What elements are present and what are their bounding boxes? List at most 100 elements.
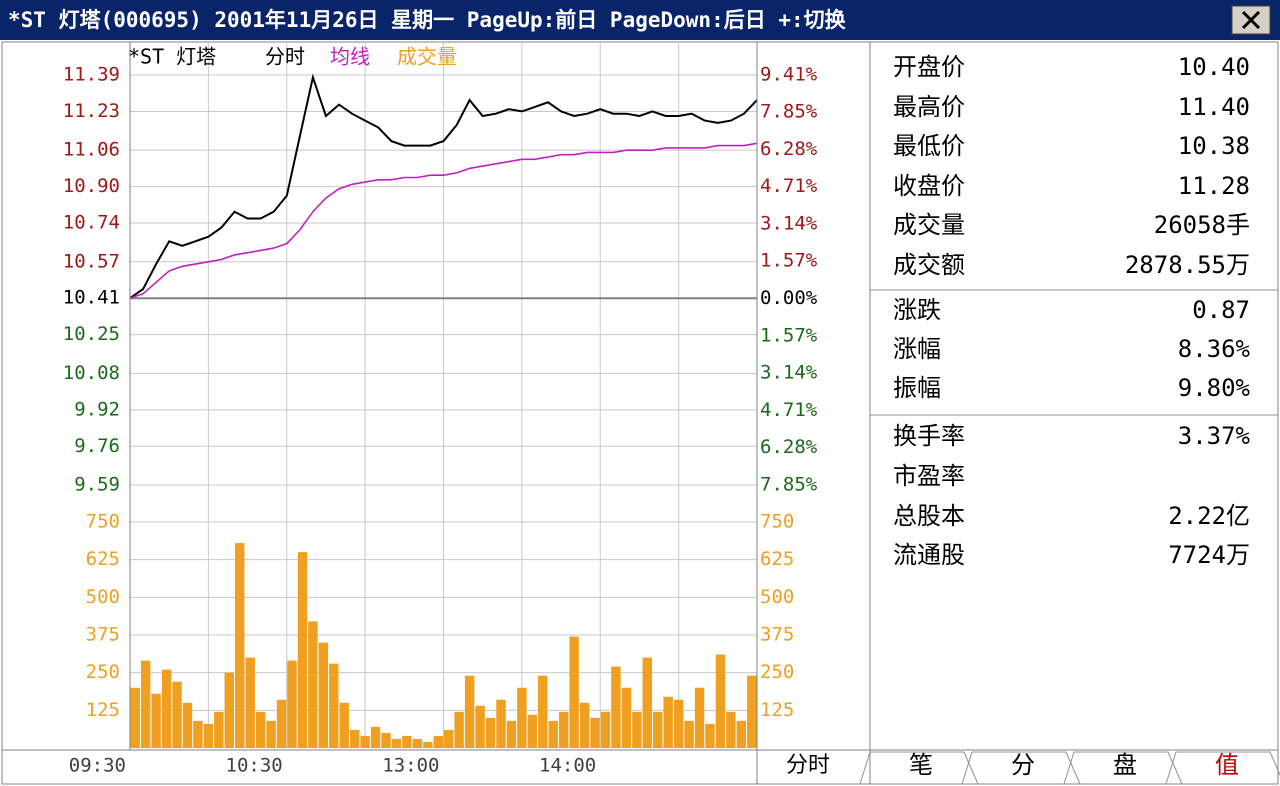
x-tick-label: 10:30 (226, 755, 283, 777)
volume-bar (475, 705, 485, 748)
volume-bar (747, 675, 757, 748)
y-tick-label: 10.08 (63, 362, 120, 384)
volume-bar (527, 714, 538, 748)
y-tick-label: 10.41 (63, 287, 120, 309)
y-tick-label: 500 (86, 586, 120, 608)
y2-tick-label: 250 (760, 661, 794, 683)
period-label: 分时 (786, 753, 830, 778)
y2-tick-label: 625 (760, 548, 794, 570)
volume-bar (182, 702, 193, 748)
volume-bar (172, 681, 182, 748)
volume-bar (360, 735, 370, 748)
close-button[interactable] (1231, 5, 1271, 35)
volume-bar (381, 732, 391, 748)
volume-bar (130, 687, 140, 748)
close-icon[interactable] (1241, 10, 1261, 30)
volume-bar (235, 543, 245, 748)
quote-value: 8.36% (1178, 335, 1251, 363)
volume-bar (214, 711, 224, 748)
volume-bar (673, 699, 684, 748)
y-tick-label: 750 (86, 511, 120, 533)
y2-tick-label: 6.28% (760, 138, 818, 160)
volume-bar (276, 699, 287, 748)
x-tick-label: 09:30 (69, 755, 126, 777)
volume-bar (287, 660, 297, 748)
y-tick-label: 375 (86, 624, 120, 646)
volume-bar (193, 720, 203, 748)
quote-label: 涨跌 (893, 296, 941, 324)
volume-bar (579, 702, 590, 748)
volume-bar (224, 672, 234, 748)
tab-shape[interactable] (859, 751, 979, 785)
volume-bar (329, 663, 339, 748)
price-line (129, 73, 758, 300)
volume-bar (412, 738, 423, 748)
volume-bar (245, 657, 255, 748)
volume-bar (203, 723, 214, 748)
volume-bar (433, 735, 443, 748)
volume-bar (736, 720, 747, 748)
y2-tick-label: 1.57% (760, 250, 818, 272)
y-tick-label: 10.57 (63, 250, 120, 272)
volume-bar (391, 738, 402, 748)
volume-bar (611, 666, 621, 748)
y2-tick-label: 9.41% (760, 64, 818, 86)
tab-label[interactable]: 盘 (1113, 751, 1137, 779)
quote-value: 11.40 (1178, 93, 1250, 121)
volume-bar (726, 711, 736, 748)
volume-bar (339, 702, 349, 748)
volume-bar (444, 729, 454, 748)
volume-bar (632, 711, 642, 748)
volume-bar (370, 726, 381, 748)
y-tick-label: 11.06 (63, 139, 120, 161)
volume-bar (684, 720, 694, 748)
y2-tick-label: 125 (760, 699, 794, 721)
volume-bar (255, 711, 266, 748)
y-tick-label: 10.74 (63, 212, 120, 234)
y2-tick-label: 375 (760, 624, 794, 646)
tab-shape[interactable] (1165, 751, 1280, 785)
volume-bar (318, 642, 329, 748)
window-frame (1, 41, 1279, 785)
y2-tick-label: 4.71% (760, 399, 818, 421)
y2-tick-label: 6.28% (760, 436, 818, 458)
y-tick-label: 10.25 (63, 323, 120, 345)
volume-bar (558, 711, 569, 748)
x-tick-label: 14:00 (539, 755, 596, 777)
volume-bar (705, 723, 715, 748)
legend-entry: 分时 (265, 45, 305, 69)
quote-value: 11.28 (1178, 172, 1250, 200)
y2-tick-label: 3.14% (760, 212, 818, 234)
quote-value: 10.38 (1178, 132, 1250, 160)
volume-bar (548, 720, 558, 748)
volume-bar (517, 687, 527, 748)
volume-bar (663, 696, 673, 748)
tab-label[interactable]: 笔 (909, 751, 933, 779)
volume-bar (653, 711, 663, 748)
tab-shape[interactable] (1063, 751, 1183, 785)
y2-tick-label: 1.57% (760, 324, 818, 346)
quote-label: 总股本 (893, 502, 965, 530)
quote-label: 收盘价 (893, 172, 965, 200)
y2-tick-label: 500 (760, 586, 794, 608)
quote-value: 2878.55万 (1125, 251, 1250, 279)
quote-value: 26058手 (1154, 211, 1250, 239)
volume-bar (454, 711, 464, 748)
quote-label: 成交量 (893, 211, 965, 239)
y2-tick-label: 0.00% (760, 287, 818, 309)
tab-label[interactable]: 分 (1011, 751, 1035, 779)
volume-bar (694, 687, 705, 748)
volume-bar (151, 693, 161, 748)
legend-entry: 均线 (330, 45, 370, 69)
y-tick-label: 9.59 (74, 474, 120, 496)
quote-label: 换手率 (893, 422, 965, 450)
volume-bar (140, 660, 151, 748)
quote-label: 涨幅 (893, 335, 941, 363)
y2-tick-label: 750 (760, 511, 794, 533)
tab-shape[interactable] (961, 751, 1081, 785)
tab-label[interactable]: 值 (1215, 751, 1239, 779)
x-tick-label: 13:00 (382, 755, 439, 777)
volume-bar (621, 687, 632, 748)
y2-tick-label: 7.85% (760, 474, 818, 496)
